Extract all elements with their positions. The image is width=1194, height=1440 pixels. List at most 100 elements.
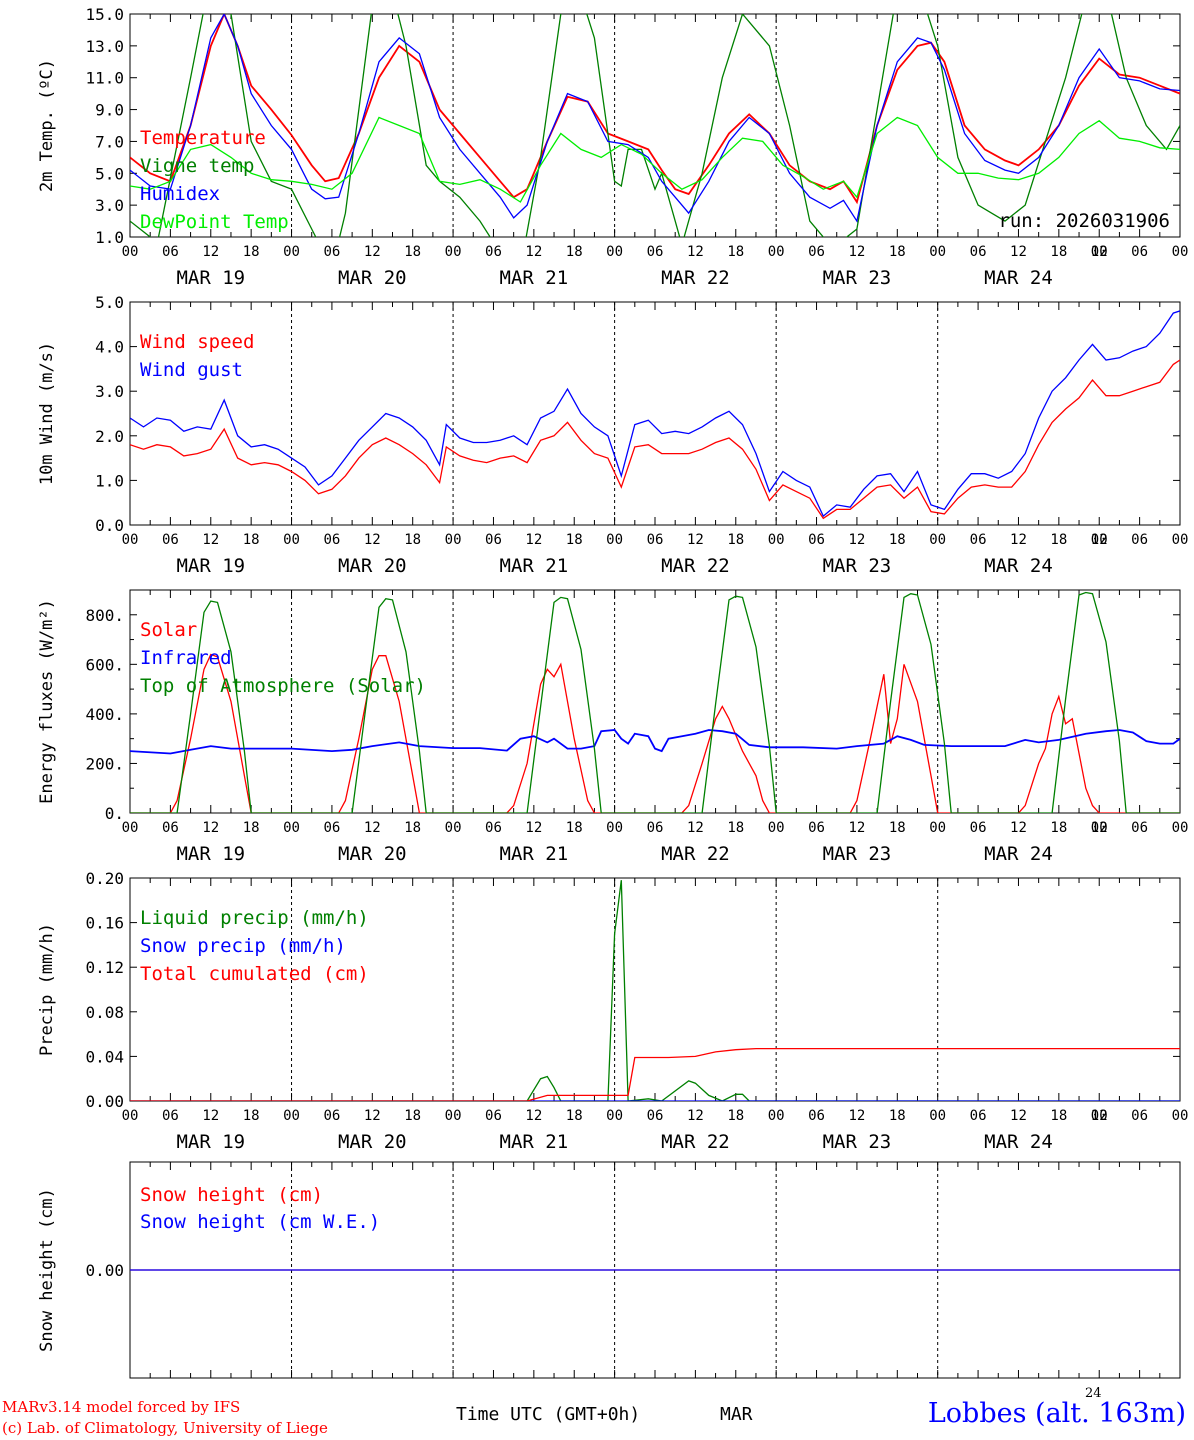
temp-hour-label: 12: [202, 244, 219, 260]
station-name: Lobbes (alt. 163m): [927, 1398, 1186, 1429]
temp-hour-label: 00: [768, 244, 785, 260]
precip-hour-label: 12: [525, 1108, 542, 1124]
temp-hour-label: 18: [889, 244, 906, 260]
temp-series-1: [130, 14, 1180, 237]
precip-y-axis-title: Precip (mm/h): [37, 923, 57, 1056]
temp-hour-label: 18: [404, 244, 421, 260]
temp-hour-label: 06: [1131, 244, 1148, 260]
wind-hour-label: 00: [929, 532, 946, 548]
temp-series-2: [130, 14, 1180, 223]
wind-hour-label: 06: [1131, 532, 1148, 548]
precip-hour-label: 06: [1131, 1108, 1148, 1124]
wind-hour-label: 00: [1091, 532, 1108, 548]
energy-frame: [129, 589, 1181, 814]
energy-hour-label: 18: [243, 820, 260, 836]
energy-ytick-label: 200.: [85, 754, 124, 773]
temp-y-axis-title: 2m Temp. (ºC): [37, 59, 57, 192]
temp-ytick-label: 7.0: [95, 132, 124, 151]
temp-ytick-label: 3.0: [95, 196, 124, 215]
precip-hour-label: 18: [727, 1108, 744, 1124]
wind-day-label: MAR 19: [176, 555, 245, 577]
snow-legend-item: Snow height (cm): [140, 1184, 323, 1206]
wind-hour-label: 18: [889, 532, 906, 548]
time-axis-title: Time UTC (GMT+0h): [456, 1404, 641, 1425]
precip-hour-label: 18: [404, 1108, 421, 1124]
snow-ytick-label: 0.00: [85, 1261, 124, 1280]
energy-hour-label: 12: [848, 820, 865, 836]
energy-series-2: [130, 591, 1180, 813]
wind-ytick-label: 2.0: [95, 427, 124, 446]
precip-hour-label: 12: [1010, 1108, 1027, 1124]
precip-ytick-label: 0.04: [85, 1047, 124, 1066]
energy-series-1: [130, 729, 1180, 755]
wind-hour-label: 12: [848, 532, 865, 548]
wind-hour-label: 00: [606, 532, 623, 548]
month-label: MAR: [720, 1404, 753, 1425]
energy-hour-label: 00: [768, 820, 785, 836]
temp-hour-label: 18: [566, 244, 583, 260]
temp-day-label: MAR 19: [176, 267, 245, 289]
temp-ytick-label: 5.0: [95, 164, 124, 183]
temp-hour-label: 18: [243, 244, 260, 260]
wind-hour-label: 18: [727, 532, 744, 548]
temp-ytick-label: 11.0: [85, 69, 124, 88]
precip-series-0: [130, 880, 1180, 1101]
precip-hour-label: 00: [1172, 1108, 1189, 1124]
energy-day-label: MAR 24: [984, 843, 1053, 865]
wind-hour-label: 00: [283, 532, 300, 548]
precip-day-label: MAR 21: [500, 1131, 569, 1153]
wind-hour-label: 06: [485, 532, 502, 548]
wind-hour-label: 12: [202, 532, 219, 548]
wind-hour-label: 06: [647, 532, 664, 548]
energy-ytick-label: 400.: [85, 705, 124, 724]
temp-hour-label: 06: [970, 244, 987, 260]
temp-frame: [129, 13, 1181, 238]
wind-day-label: MAR 22: [661, 555, 730, 577]
wind-hour-label: 12: [687, 532, 704, 548]
wind-hour-label: 12: [1010, 532, 1027, 548]
energy-legend-item: Infrared: [140, 647, 232, 669]
energy-hour-label: 12: [1091, 820, 1108, 836]
wind-hour-label: 12: [364, 532, 381, 548]
wind-hour-label: 00: [122, 532, 139, 548]
precip-day-label: MAR 24: [984, 1131, 1053, 1153]
wind-day-label: MAR 21: [500, 555, 569, 577]
wind-hour-label: 06: [162, 532, 179, 548]
temp-legend-item: Vigne temp: [140, 155, 254, 177]
wind-day-label: MAR 20: [338, 555, 407, 577]
wind-hour-label: 18: [1050, 532, 1067, 548]
energy-hour-label: 06: [162, 820, 179, 836]
wind-series-0: [130, 359, 1180, 520]
wind-hour-label: 12: [525, 532, 542, 548]
meteogram-chart: 1.0 3.0 5.0 7.0 9.0 11.0 13.0 15.0 2m Temp. (ºC)…: [37, 5, 1189, 1379]
precip-hour-label: 18: [889, 1108, 906, 1124]
temp-legend-item: Temperature: [140, 127, 266, 149]
energy-ytick-label: 0.: [105, 804, 124, 823]
precip-day-label: MAR 23: [823, 1131, 892, 1153]
precip-hour-label: 06: [162, 1108, 179, 1124]
precip-legend-item: Total cumulated (cm): [140, 963, 369, 985]
energy-hour-label: 06: [1131, 820, 1148, 836]
precip-ytick-label: 0.00: [85, 1092, 124, 1111]
energy-hour-label: 00: [1091, 820, 1108, 836]
temp-hour-label: 12: [1091, 244, 1108, 260]
wind-hour-label: 00: [1172, 532, 1189, 548]
precip-ytick-label: 0.16: [85, 914, 124, 933]
energy-day-label: MAR 20: [338, 843, 407, 865]
precip-hour-label: 18: [566, 1108, 583, 1124]
precip-hour-label: 06: [808, 1108, 825, 1124]
precip-hour-label: 00: [606, 1108, 623, 1124]
energy-day-label: MAR 23: [823, 843, 892, 865]
temp-hour-label: 12: [848, 244, 865, 260]
energy-day-label: MAR 22: [661, 843, 730, 865]
temp-series-0: [130, 14, 1180, 205]
wind-ytick-label: 3.0: [95, 382, 124, 401]
energy-day-label: MAR 19: [176, 843, 245, 865]
energy-series-0: [130, 653, 1180, 813]
temp-hour-label: 00: [445, 244, 462, 260]
precip-hour-label: 00: [122, 1108, 139, 1124]
wind-ytick-label: 4.0: [95, 338, 124, 357]
precip-hour-label: 12: [1091, 1108, 1108, 1124]
precip-day-label: MAR 20: [338, 1131, 407, 1153]
wind-day-label: MAR 23: [823, 555, 892, 577]
